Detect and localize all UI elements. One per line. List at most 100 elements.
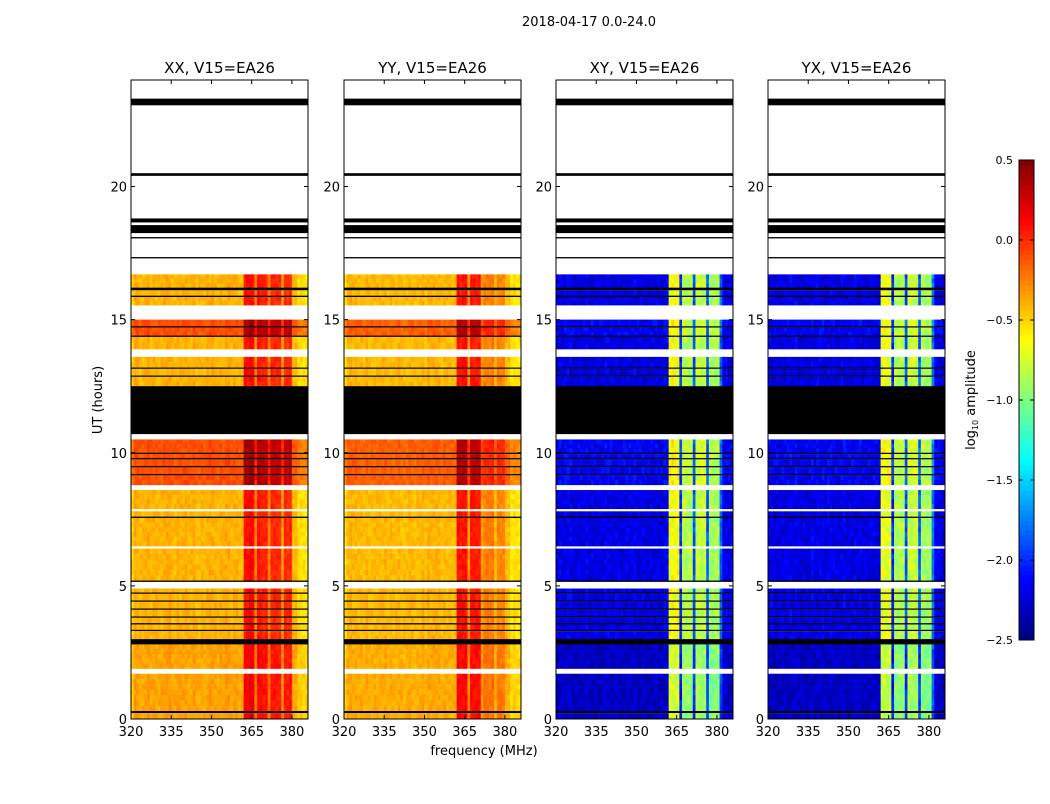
heatmap-cell — [144, 679, 147, 685]
heatmap-cell — [475, 297, 478, 301]
heatmap-cell — [201, 475, 204, 480]
heatmap-cell — [222, 610, 225, 617]
heatmap-cell — [228, 559, 231, 565]
heatmap-cell — [206, 565, 209, 571]
heatmap-cell — [230, 575, 233, 581]
heatmap-cell — [201, 320, 204, 327]
heatmap-cell — [136, 297, 139, 301]
heatmap-cell — [203, 499, 206, 504]
heatmap-cell — [252, 654, 255, 659]
heatmap-cell — [150, 459, 153, 466]
heatmap-cell — [284, 382, 287, 387]
heatmap-cell — [206, 332, 209, 336]
heatmap-cell — [414, 320, 417, 327]
heatmap-cell — [392, 328, 395, 332]
heatmap-cell — [230, 343, 233, 349]
heatmap-cell — [470, 290, 473, 296]
heatmap-cell — [252, 594, 255, 601]
heatmap-cell — [174, 283, 177, 288]
heatmap-cell — [384, 328, 387, 332]
heatmap-cell — [230, 283, 233, 288]
heatmap-cell — [284, 357, 287, 363]
heatmap-cell — [209, 631, 212, 635]
heatmap-cell — [214, 320, 217, 327]
heatmap-cell — [136, 495, 139, 500]
heatmap-cell — [214, 695, 217, 701]
heatmap-cell — [262, 589, 265, 593]
heatmap-cell — [166, 279, 169, 284]
heatmap-cell — [217, 624, 220, 630]
heatmap-cell — [217, 297, 220, 301]
heatmap-cell — [287, 541, 290, 546]
heatmap-cell — [244, 631, 247, 635]
heatmap-cell — [166, 369, 169, 376]
heatmap-cell — [238, 490, 241, 495]
heatmap-cell — [161, 554, 164, 560]
heatmap-cell — [279, 504, 282, 509]
heatmap-cell — [228, 570, 231, 576]
heatmap-cell — [273, 649, 276, 654]
heatmap-cell — [233, 475, 236, 480]
heatmap-cell — [516, 357, 519, 363]
heatmap-cell — [139, 297, 142, 301]
heatmap-cell — [230, 589, 233, 593]
heatmap-cell — [190, 713, 193, 719]
heatmap-cell — [360, 337, 363, 343]
heatmap-cell — [257, 332, 260, 336]
heatmap-cell — [171, 541, 174, 546]
heatmap-cell — [297, 527, 300, 532]
heatmap-cell — [281, 518, 284, 523]
heatmap-cell — [265, 444, 268, 449]
heatmap-cell — [292, 523, 295, 528]
heatmap-cell — [403, 328, 406, 332]
heatmap-cell — [246, 695, 249, 701]
heatmap-cell — [134, 713, 137, 719]
heatmap-cell — [246, 602, 249, 609]
heatmap-cell — [281, 362, 284, 368]
heatmap-cell — [150, 565, 153, 571]
heatmap-cell — [262, 602, 265, 609]
y-axis-label: UT (hours) — [91, 366, 106, 434]
heatmap-cell — [376, 343, 379, 349]
heatmap-cell — [249, 320, 252, 327]
heatmap-cell — [169, 357, 172, 363]
heatmap-cell — [360, 274, 363, 279]
heatmap-cell — [481, 290, 484, 296]
heatmap-cell — [206, 594, 209, 601]
heatmap-cell — [303, 475, 306, 480]
heatmap-cell — [198, 343, 201, 349]
heatmap-cell — [379, 301, 382, 305]
heatmap-cell — [281, 690, 284, 696]
heatmap-cell — [262, 684, 265, 690]
heatmap-cell — [174, 523, 177, 528]
heatmap-cell — [252, 511, 255, 517]
heatmap-cell — [155, 290, 158, 296]
heatmap-cell — [187, 448, 190, 453]
heatmap-cell — [395, 337, 398, 343]
heatmap-cell — [292, 537, 295, 542]
heatmap-cell — [281, 610, 284, 617]
heatmap-cell — [287, 684, 290, 690]
heatmap-cell — [166, 679, 169, 685]
heatmap-cell — [206, 495, 209, 500]
heatmap-cell — [451, 357, 454, 363]
heatmap-cell — [201, 459, 204, 466]
heatmap-cell — [300, 684, 303, 690]
heatmap-cell — [142, 377, 145, 382]
heatmap-cell — [182, 610, 185, 617]
heatmap-cell — [454, 283, 457, 288]
heatmap-cell — [209, 594, 212, 601]
heatmap-cell — [249, 541, 252, 546]
heatmap-cell — [142, 332, 145, 336]
heatmap-cell — [257, 570, 260, 576]
heatmap-cell — [297, 713, 300, 719]
heatmap-cell — [136, 654, 139, 659]
heatmap-cell — [246, 559, 249, 565]
heatmap-cell — [198, 610, 201, 617]
heatmap-cell — [254, 523, 257, 528]
heatmap-cell — [357, 301, 360, 305]
heatmap-cell — [169, 649, 172, 654]
heatmap-cell — [201, 532, 204, 537]
heatmap-cell — [139, 602, 142, 609]
heatmap-cell — [443, 332, 446, 336]
